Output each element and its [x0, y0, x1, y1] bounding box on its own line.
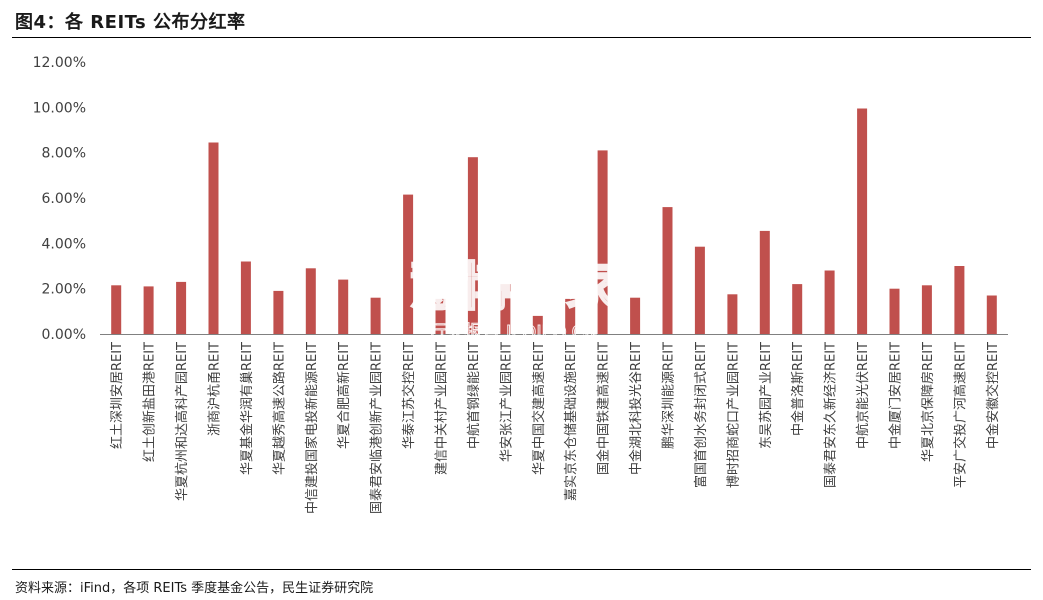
bar [630, 297, 641, 334]
x-tick-label: 平安广交投广河高速REIT [952, 342, 968, 488]
bar [565, 298, 576, 334]
bar [176, 281, 187, 334]
footer-rule [12, 569, 1031, 570]
bar [792, 284, 803, 334]
bar [727, 294, 738, 334]
bar [662, 207, 673, 334]
bar [532, 315, 543, 334]
x-tick-label: 鹏华深圳能源REIT [662, 342, 677, 449]
x-tick-label: 国泰君安临港创新产业园REIT [369, 342, 385, 514]
y-tick-label: 6.00% [42, 191, 86, 207]
bar [500, 284, 511, 334]
y-tick-label: 4.00% [42, 236, 86, 252]
x-tick-label: 华夏合肥高新REIT [336, 342, 352, 449]
x-tick-label: 华夏基金华润有巢REIT [239, 342, 255, 475]
bar [111, 285, 122, 334]
bar [143, 286, 154, 334]
x-tick-label: 华安张江产业园REIT [499, 342, 514, 462]
bar [986, 295, 997, 334]
y-tick-label: 12.00% [33, 55, 86, 71]
bars-group [111, 108, 997, 334]
y-tick-label: 8.00% [42, 146, 86, 162]
y-tick-label: 10.00% [33, 100, 86, 116]
bar [208, 142, 219, 334]
y-tick-label: 2.00% [42, 282, 86, 298]
bar [857, 108, 868, 334]
x-tick-label: 华泰江苏交控REIT [401, 342, 417, 449]
y-tick-label: 0.00% [42, 327, 86, 343]
bar [954, 266, 965, 334]
bar [305, 268, 316, 334]
x-tick-label: 浙商沪杭甬REIT [207, 342, 223, 436]
figure-title: 图4：各 REITs 公布分红率 [15, 12, 246, 33]
x-tick-label: 中金湖北科投光谷REIT [628, 342, 644, 475]
bar [467, 157, 478, 334]
bar [824, 270, 835, 334]
bar [597, 150, 608, 334]
bar [889, 288, 900, 334]
x-tick-label: 富国首创水务封闭式REIT [693, 342, 709, 488]
bar [273, 290, 284, 334]
bar [921, 285, 932, 334]
x-tick-label: 东吴苏园产业REIT [758, 342, 774, 449]
y-axis-ticks: 0.00% 2.00% 4.00% 6.00% 8.00% 10.00% 12.00% [33, 55, 86, 343]
x-tick-label: 中信建投国家电投新能源REIT [304, 342, 320, 514]
x-axis-labels: 红土深圳安居REIT 红土创新盐田港REIT 华夏杭州和达高科产园REIT 浙商沪杭甬… [109, 342, 1001, 514]
x-tick-label: 嘉实京东仓储基础设施REIT [564, 342, 579, 501]
x-tick-label: 博时招商蛇口产业园REIT [726, 342, 741, 488]
bar [435, 298, 446, 334]
x-tick-label: 中航首钢绿能REIT [466, 342, 482, 449]
bar [694, 246, 705, 334]
x-tick-label: 红土创新盐田港REIT [142, 342, 158, 462]
bar [370, 297, 381, 334]
bar [403, 194, 414, 334]
x-tick-label: 中航京能光伏REIT [855, 342, 871, 449]
source-note: 资料来源：iFind，各项 REITs 季度基金公告，民生证券研究院 [15, 581, 374, 596]
x-tick-label: 中金厦门安居REIT [888, 342, 904, 449]
title-rule [12, 37, 1031, 38]
bar-chart: 0.00% 2.00% 4.00% 6.00% 8.00% 10.00% 12.00% 红土… [33, 55, 1008, 514]
x-tick-label: 红土深圳安居REIT [109, 342, 125, 449]
bar [240, 261, 251, 334]
x-tick-label: 国金中国铁建高速REIT [596, 342, 612, 475]
x-tick-label: 华夏北京保障房REIT [920, 342, 936, 462]
x-tick-label: 中金安徽交控REIT [985, 342, 1001, 449]
x-tick-label: 中金普洛斯REIT [790, 342, 806, 436]
x-tick-label: 建信中关村产业园REIT [435, 342, 450, 475]
x-tick-label: 华夏越秀高速公路REIT [271, 342, 287, 475]
x-tick-label: 国泰君安东久新经济REIT [823, 342, 839, 488]
bar [338, 279, 349, 334]
x-tick-label: 华夏杭州和达高科产园REIT [174, 342, 190, 501]
x-tick-label: 华夏中国交建高速REIT [531, 342, 547, 475]
bar [759, 230, 770, 334]
